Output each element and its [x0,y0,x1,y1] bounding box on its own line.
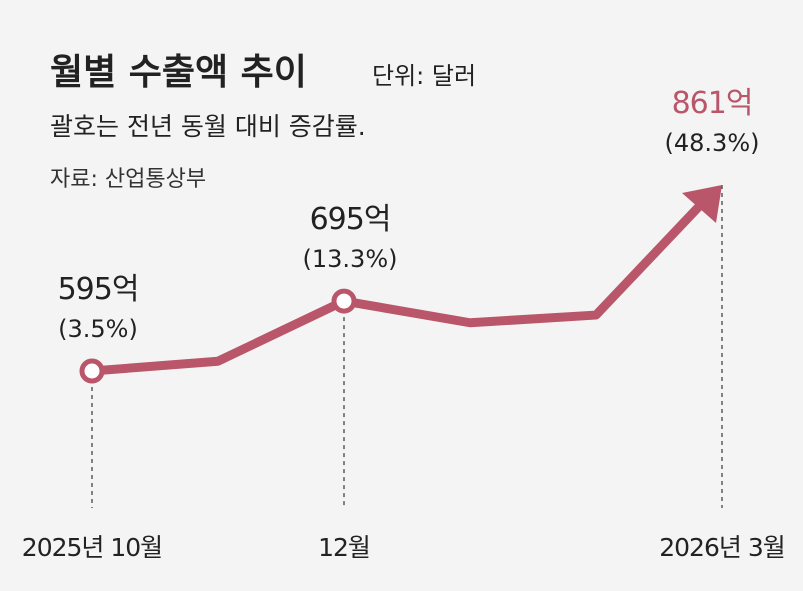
chart-title: 월별 수출액 추이 [50,52,307,93]
source: 자료: 산업통상부 [50,167,206,192]
value-label: 595억 [58,272,139,307]
x-tick-label: 2025년 10월 [22,533,162,562]
value-label: 861억 [672,86,753,121]
point-marker [79,358,105,384]
subtitle: 괄호는 전년 동월 대비 증감률. [50,112,366,141]
data-line [87,192,713,376]
change-label: (48.3%) [665,129,760,157]
change-label: (3.5%) [58,315,138,343]
x-tick-label: 12월 [318,533,370,562]
arrow-head [682,185,722,223]
unit-note: 단위: 달러 [372,62,476,90]
change-label: (13.3%) [303,245,398,273]
value-label: 695억 [310,202,391,237]
x-tick-label: 2026년 3월 [659,533,784,562]
point-marker [331,288,357,314]
